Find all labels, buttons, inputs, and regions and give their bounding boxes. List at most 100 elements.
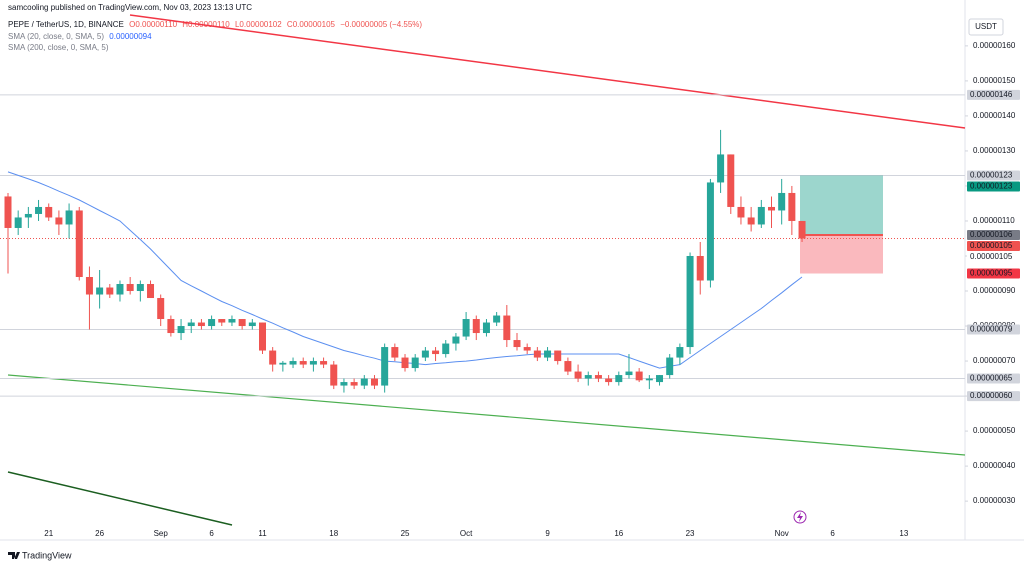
- position-profit: [800, 175, 883, 235]
- brand: TradingView: [22, 550, 72, 560]
- price-tag: [967, 181, 1020, 192]
- y-tick-label: 0.00000030: [973, 496, 1016, 505]
- indicator-name: SMA (20, close, 0, SMA, 5): [8, 32, 105, 41]
- candle-body: [126, 284, 134, 292]
- candle-body: [584, 375, 592, 379]
- x-tick-label: 18: [329, 529, 338, 538]
- candle-body: [309, 361, 317, 365]
- candle-body: [55, 217, 63, 225]
- candle-body: [778, 192, 786, 211]
- candle-body: [259, 322, 266, 351]
- candle-body: [706, 182, 714, 281]
- candle-body: [85, 277, 93, 295]
- candle-body: [676, 347, 684, 358]
- candle-body: [666, 357, 674, 376]
- position-loss: [800, 234, 883, 274]
- candle-body: [248, 322, 256, 327]
- candle-body: [391, 347, 399, 358]
- price-tag: [967, 229, 1020, 240]
- candle-body: [615, 375, 623, 383]
- candle-body: [452, 336, 460, 344]
- y-tick-label: 0.00000140: [973, 111, 1016, 120]
- publisher: samcooling published on TradingView.com,…: [8, 3, 252, 12]
- candle-body: [238, 319, 246, 327]
- candle-body: [330, 364, 338, 386]
- y-tick-label: 0.00000040: [973, 461, 1016, 470]
- candle-body: [360, 378, 368, 386]
- candle-body: [605, 378, 613, 383]
- candle-body: [442, 343, 450, 355]
- candle-body: [269, 350, 277, 365]
- candle-body: [594, 375, 602, 379]
- candle-body: [350, 382, 358, 386]
- y-tick-label: 0.00000150: [973, 76, 1016, 85]
- price-tag-label: 0.00000123: [970, 171, 1013, 180]
- candle-body: [167, 319, 175, 334]
- indicator-value: 0.00000094: [109, 32, 152, 41]
- price-tag-label: 0.00000106: [970, 230, 1013, 239]
- ohlc: −0.00000005 (−4.55%): [340, 20, 423, 29]
- candle-body: [381, 347, 389, 386]
- currency-box[interactable]: [968, 18, 1004, 36]
- price-tag: [967, 324, 1020, 335]
- candle-body: [493, 315, 501, 323]
- price-tag-label: 0.00000146: [970, 90, 1013, 99]
- ohlc: C0.00000105: [286, 20, 335, 29]
- candle-body: [645, 378, 653, 381]
- candle-body: [757, 206, 765, 225]
- trend-line: [129, 14, 966, 129]
- x-tick-label: 16: [614, 529, 623, 538]
- candle-body: [523, 347, 531, 351]
- price-tag: [967, 89, 1020, 100]
- y-tick-label: 0.00000110: [973, 216, 1015, 225]
- candle-body: [656, 375, 664, 383]
- currency[interactable]: USDT: [975, 22, 997, 31]
- sma-line: [7, 171, 803, 369]
- candle-body: [45, 206, 53, 218]
- candle-body: [65, 210, 73, 225]
- candle-body: [696, 255, 704, 281]
- x-tick-label: 6: [830, 529, 835, 538]
- candle-body: [564, 361, 572, 372]
- x-tick-label: Oct: [460, 529, 473, 538]
- trend-line: [7, 374, 966, 456]
- price-tag-label: 0.00000095: [970, 269, 1013, 278]
- candle-body: [411, 357, 419, 369]
- price-tag-label: 0.00000105: [970, 241, 1013, 250]
- price-tag: [967, 170, 1020, 181]
- candle-body: [279, 362, 287, 365]
- candle-body: [187, 322, 195, 327]
- y-tick-label: 0.00000160: [973, 41, 1016, 50]
- indicator-legend: SMA (200, close, 0, SMA, 5): [8, 43, 111, 52]
- candle-body: [401, 357, 409, 369]
- candle-body: [177, 326, 185, 334]
- candle-body: [197, 322, 205, 327]
- candle-body: [147, 284, 155, 299]
- candle-body: [625, 371, 633, 376]
- ohlc: L0.00000102: [234, 20, 282, 29]
- candle-body: [421, 350, 429, 358]
- price-tag: [967, 240, 1020, 251]
- brand-logo: [8, 552, 20, 559]
- trend-line: [7, 471, 233, 526]
- candle-body: [768, 206, 775, 211]
- candle-body: [24, 213, 32, 218]
- indicator-legend: SMA (20, close, 0, SMA, 5) 0.00000094: [8, 32, 155, 41]
- x-tick-label: Nov: [775, 529, 789, 538]
- candle-body: [4, 196, 12, 228]
- candle-body: [75, 210, 83, 278]
- y-tick-label: 0.00000050: [973, 426, 1016, 435]
- candle-body: [747, 217, 755, 225]
- candle-body: [635, 371, 643, 381]
- candle-body: [717, 154, 725, 183]
- event-icon[interactable]: [793, 510, 807, 524]
- y-tick-label: 0.00000090: [973, 286, 1016, 295]
- price-tag-label: 0.00000065: [970, 374, 1013, 383]
- candle-body: [737, 206, 745, 218]
- price-tag: [967, 268, 1020, 279]
- candle-body: [208, 319, 216, 327]
- x-tick-label: 11: [258, 529, 267, 538]
- ohlc: H0.00000110: [182, 20, 230, 29]
- x-tick-label: Sep: [154, 529, 169, 538]
